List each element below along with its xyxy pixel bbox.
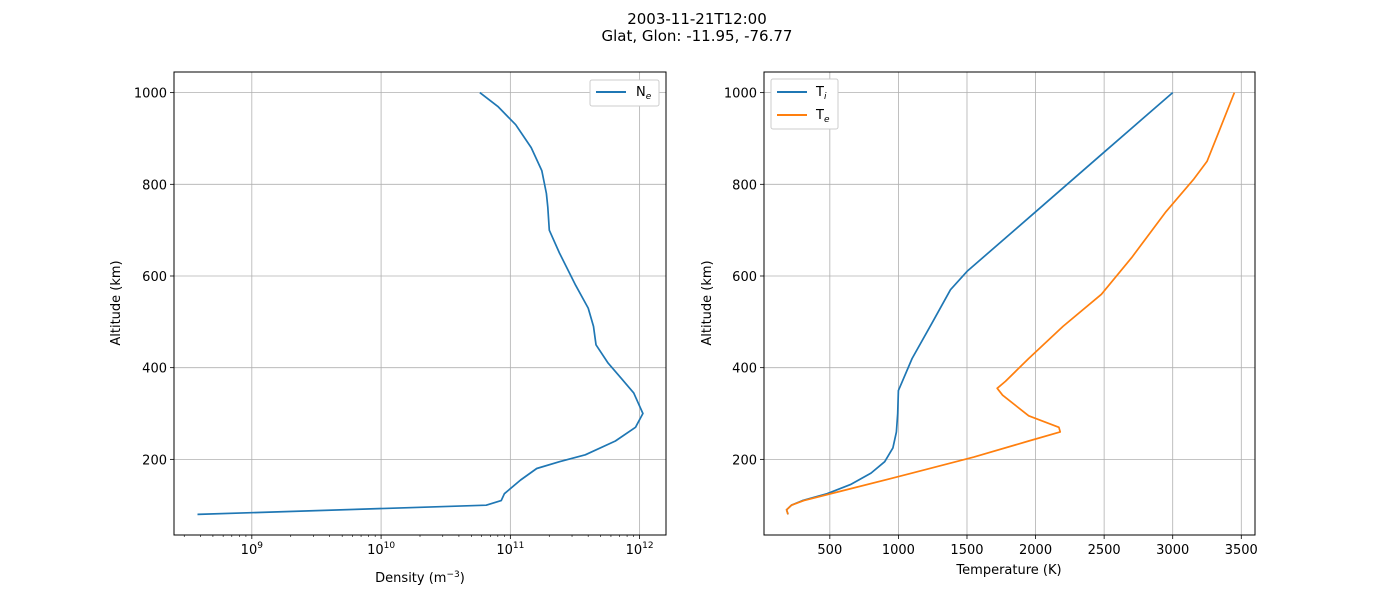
temperature-chart: 500 1000 1500 2000 2500 3000 3500 200 400 600 800 1… [700, 71, 1258, 578]
temperature-series-line-1 [785, 92, 1236, 515]
density-ytick-label: 1000 [134, 87, 167, 102]
density-ytick-label: 200 [142, 453, 167, 468]
temperature-ylabel: Altitude (km) [700, 260, 715, 345]
density-xtick-label: 1011 [496, 541, 524, 558]
temperature-legend: Ti Te [770, 78, 839, 130]
density-ylabel: Altitude (km) [109, 260, 124, 345]
density-chart: 109 1010 1011 1012 200 400 600 800 1000 Density … [109, 71, 667, 586]
temperature-xtick-label: 2500 [1088, 543, 1121, 558]
density-ticks: 109 1010 1011 1012 200 400 600 800 1000 [134, 87, 654, 558]
temperature-grid [764, 72, 1255, 535]
density-xlabel: Density (m−3) [375, 570, 465, 586]
temperature-xtick-label: 1500 [950, 543, 983, 558]
temperature-legend-label-ti: Ti [815, 85, 827, 102]
density-legend-label: Ne [636, 85, 652, 102]
temperature-xtick-label: 3500 [1225, 543, 1258, 558]
density-grid [174, 72, 666, 535]
density-xtick-label: 109 [241, 541, 264, 558]
temperature-ytick-label: 600 [732, 270, 757, 285]
temperature-lines [785, 91, 1236, 515]
density-legend: Ne [589, 79, 660, 107]
density-lines [197, 91, 644, 516]
temperature-plot-frame [763, 71, 1256, 536]
figure-title: 2003-11-21T12:00 [627, 10, 767, 28]
density-ytick-label: 800 [142, 178, 167, 193]
density-series-line-0 [197, 91, 644, 516]
temperature-ytick-label: 800 [732, 178, 757, 193]
temperature-xtick-label: 3000 [1156, 543, 1189, 558]
temperature-ytick-label: 1000 [724, 87, 757, 102]
temperature-ytick-label: 400 [732, 362, 757, 377]
temperature-legend-label-te: Te [815, 108, 830, 125]
density-ytick-label: 400 [142, 362, 167, 377]
temperature-ticks: 500 1000 1500 2000 2500 3000 3500 200 400 600 800 1… [724, 87, 1258, 558]
density-xtick-label: 1010 [367, 541, 395, 558]
density-ytick-label: 600 [142, 270, 167, 285]
temperature-xtick-label: 1000 [882, 543, 915, 558]
figure-subtitle: Glat, Glon: -11.95, -76.77 [602, 27, 793, 45]
temperature-xlabel: Temperature (K) [955, 563, 1061, 578]
temperature-xtick-label: 2000 [1019, 543, 1052, 558]
temperature-xtick-label: 500 [817, 543, 842, 558]
temperature-ytick-label: 200 [732, 453, 757, 468]
density-xtick-label: 1012 [626, 541, 654, 558]
